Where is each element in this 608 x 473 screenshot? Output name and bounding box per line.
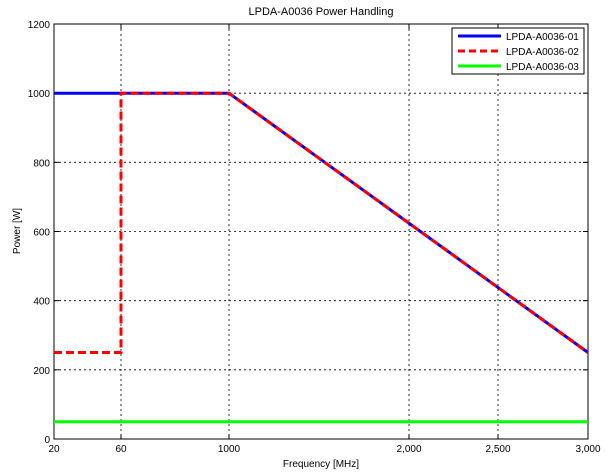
y-tick-label: 800 <box>33 158 50 169</box>
y-tick-label: 1000 <box>28 89 51 100</box>
x-tick-label: 1000 <box>218 444 241 455</box>
y-axis-label: Power [W] <box>12 208 23 254</box>
y-tick-label: 200 <box>33 366 50 377</box>
x-tick-label: 60 <box>115 444 127 455</box>
y-tick-label: 0 <box>44 435 50 446</box>
y-tick-label: 600 <box>33 228 50 239</box>
y-tick-label: 1200 <box>28 20 51 31</box>
x-tick-label: 2,000 <box>396 444 421 455</box>
grid-lines <box>54 24 588 439</box>
x-tick-label: 20 <box>48 444 60 455</box>
x-tick-label: 2,500 <box>485 444 510 455</box>
x-axis-ticks: 20 60 1000 2,000 2,500 3,000 <box>48 24 601 455</box>
series-line-LPDA-A0036-01 <box>54 91 589 354</box>
y-axis-ticks: 0 200 400 600 800 1000 1200 <box>28 20 588 446</box>
x-axis-label: Frequency [MHz] <box>283 459 359 470</box>
series-lines <box>54 91 589 424</box>
legend: LPDA-A0036-01 LPDA-A0036-02 LPDA-A0036-0… <box>451 27 585 75</box>
series-line-LPDA-A0036-02 <box>54 91 589 354</box>
y-tick-label: 400 <box>33 297 50 308</box>
x-tick-label: 3,000 <box>575 444 600 455</box>
chart-title: LPDA-A0036 Power Handling <box>249 6 394 18</box>
legend-label-01: LPDA-A0036-01 <box>506 32 579 43</box>
legend-label-03: LPDA-A0036-03 <box>506 62 579 73</box>
legend-label-02: LPDA-A0036-02 <box>506 47 579 58</box>
